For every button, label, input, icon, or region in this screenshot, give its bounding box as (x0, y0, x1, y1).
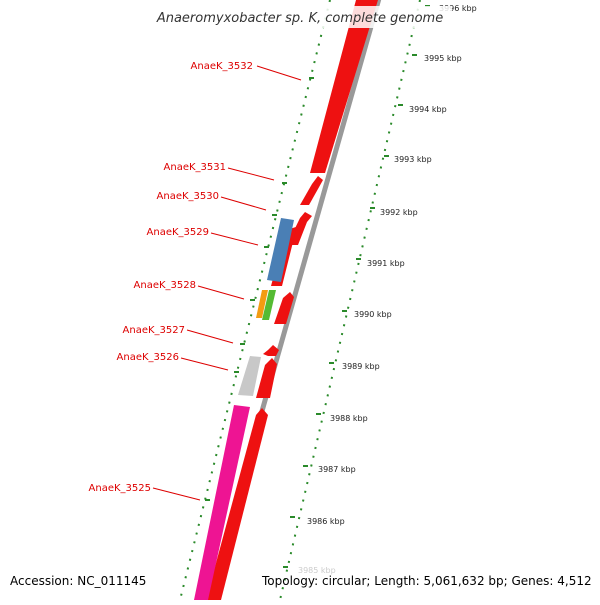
inner-tick (205, 499, 210, 501)
gene-arrow-3532[interactable] (310, 0, 378, 173)
scale-tick (329, 362, 334, 364)
inner-tick (250, 299, 255, 301)
leader-line-3526 (180, 357, 229, 371)
scale-label: 3985 kbp (298, 566, 336, 575)
leader-line-3528 (197, 285, 245, 300)
inner-tick (234, 371, 239, 373)
cds-blocks (194, 218, 294, 600)
scale-label: 3987 kbp (318, 465, 356, 474)
cds-block-green[interactable] (262, 290, 276, 320)
scale-tick (303, 465, 308, 467)
outer-track-dots (279, 0, 421, 601)
scale-label: 3991 kbp (367, 259, 405, 268)
cds-block-magenta[interactable] (194, 405, 250, 600)
cds-block-orange[interactable] (256, 290, 268, 318)
title-backing (146, 6, 452, 28)
inner-tick (240, 343, 245, 345)
gene-label-3528[interactable]: AnaeK_3528 (134, 280, 196, 291)
leader-line-3525 (152, 487, 201, 501)
gene-label-3529[interactable]: AnaeK_3529 (147, 227, 209, 238)
scale-label: 3995 kbp (424, 54, 462, 63)
cds-block-blue[interactable] (267, 218, 294, 282)
scale-label: 3988 kbp (330, 414, 368, 423)
scale-label: 3996 kbp (439, 4, 477, 13)
scale-tick (316, 413, 321, 415)
scale-tick (283, 566, 288, 568)
leader-line-3531 (227, 167, 275, 181)
scale-tick (342, 310, 347, 312)
scale-label: 3990 kbp (354, 310, 392, 319)
leader-line-3529 (210, 232, 259, 246)
gene-arrow-3526[interactable] (256, 358, 277, 398)
scale-tick (290, 516, 295, 518)
leader-line-3527 (186, 329, 234, 344)
gene-labels: AnaeK_3532 AnaeK_3531 AnaeK_3530 AnaeK_3… (89, 61, 302, 501)
scale-label: 3986 kbp (307, 517, 345, 526)
gene-arrow-3531[interactable] (300, 176, 323, 205)
gene-label-3525[interactable]: AnaeK_3525 (89, 483, 151, 494)
scale-label: 3989 kbp (342, 362, 380, 371)
gene-label-3526[interactable]: AnaeK_3526 (117, 352, 179, 363)
scale-tick (370, 207, 375, 209)
inner-tick (272, 214, 277, 216)
inner-tick (309, 77, 314, 79)
accession-text: Accession: NC_011145 (10, 574, 147, 588)
gene-label-3530[interactable]: AnaeK_3530 (157, 191, 219, 202)
map-title: Anaeromyxobacter sp. K, complete genome (156, 11, 443, 26)
scale-tick (398, 104, 403, 106)
gene-label-3532[interactable]: AnaeK_3532 (191, 61, 253, 72)
leader-line-3532 (256, 65, 302, 81)
gene-label-3527[interactable]: AnaeK_3527 (123, 325, 185, 336)
scale-label: 3994 kbp (409, 105, 447, 114)
scale-label: 3992 kbp (380, 208, 418, 217)
inner-ticks (205, 77, 314, 501)
topology-text: Topology: circular; Length: 5,061,632 bp… (262, 574, 592, 588)
cds-block-gray[interactable] (238, 356, 261, 396)
scale-label: 3993 kbp (394, 155, 432, 164)
gene-label-3531[interactable]: AnaeK_3531 (164, 162, 226, 173)
scale-tick (384, 155, 389, 157)
leader-line-3530 (220, 196, 267, 211)
gene-arrow-3527[interactable] (263, 345, 279, 356)
gene-arrow-3528[interactable] (274, 292, 294, 324)
scale-tick (412, 54, 417, 56)
scale-ticks: 3996 kbp 3995 kbp 3994 kbp 3993 kbp 3992… (283, 4, 477, 575)
gene-arrow-3525[interactable] (206, 408, 268, 600)
inner-tick (264, 246, 269, 248)
inner-tick (282, 182, 287, 184)
scale-tick (356, 258, 361, 260)
